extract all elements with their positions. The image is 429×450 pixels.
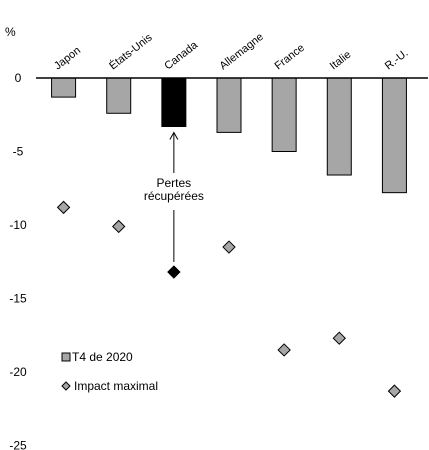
y-tick-labels: 0 -5 -10 -15 -20 -25 [9, 71, 27, 450]
y-axis-title: % [5, 25, 16, 39]
bar--tats-unis [106, 77, 132, 114]
annotation-text: récupérées [144, 189, 204, 203]
y-tick-label: -15 [9, 292, 27, 306]
legend-swatch-bar [61, 352, 71, 362]
marker-italie [332, 331, 346, 345]
legend: T4 de 2020 Impact maximal [61, 350, 158, 393]
y-tick-label: -10 [9, 218, 27, 232]
annotation-text: Pertes [157, 176, 192, 190]
bar-allemagne [216, 77, 242, 133]
marker-allemagne [222, 240, 236, 254]
marker-japon [56, 200, 71, 215]
marker-canada [167, 265, 181, 279]
x-tick-label: États-Unis [107, 31, 155, 73]
annotation-arrowhead [169, 131, 179, 140]
y-axis-label: % [5, 25, 16, 39]
legend-swatch-marker [61, 381, 71, 391]
bar-series [51, 77, 407, 194]
x-tick-label: France [273, 42, 307, 73]
marker-series [56, 200, 402, 398]
y-tick-label: -5 [13, 145, 24, 159]
y-tick-label: -25 [9, 439, 27, 450]
x-tick-label: Italie [328, 49, 354, 73]
bar-france [271, 77, 297, 152]
x-tick-label: Japon [52, 44, 83, 72]
marker--tats-unis [112, 219, 126, 234]
x-tick-label: Allemagne [217, 31, 265, 72]
x-tick-label: R.-U. [383, 47, 411, 72]
legend-label: Impact maximal [74, 379, 158, 393]
x-tick-label: Canada [162, 39, 200, 73]
marker-france [277, 343, 291, 357]
y-tick-label: -20 [9, 365, 27, 379]
bar-italie [326, 77, 352, 176]
legend-label: T4 de 2020 [72, 350, 133, 364]
y-tick-label: 0 [15, 71, 22, 85]
marker-r-u- [387, 384, 402, 398]
x-tick-labels: Japon États-Unis Canada Allemagne France Ital… [52, 31, 410, 73]
bar-japon [51, 77, 77, 98]
bar-canada [161, 77, 187, 128]
bar-r-u- [381, 77, 407, 194]
